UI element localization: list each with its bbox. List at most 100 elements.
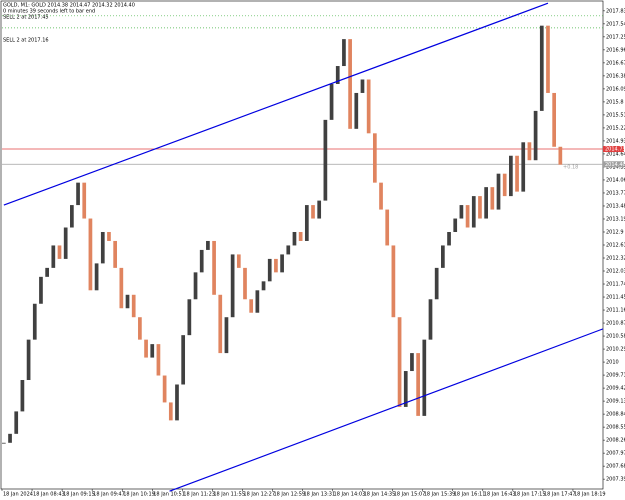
y-tick-label: 2017.54 bbox=[606, 21, 625, 27]
x-tick-label: 18 Jan 09:15 bbox=[63, 492, 95, 498]
y-tick-label: 2010.87 bbox=[606, 321, 625, 327]
candle-body bbox=[138, 317, 142, 340]
candle-body bbox=[422, 339, 427, 416]
y-tick-label: 2017.83 bbox=[606, 8, 625, 14]
candle-body bbox=[100, 231, 105, 264]
candle-body bbox=[385, 209, 390, 246]
candle-body bbox=[70, 205, 74, 228]
y-tick-label: 2012.32 bbox=[606, 256, 625, 262]
x-tick-label: 18 Jan 18:19 bbox=[574, 492, 606, 498]
y-tick-label: 2015.8 bbox=[606, 99, 624, 105]
candle-body bbox=[150, 344, 155, 358]
y-tick-label: 2008.26 bbox=[606, 438, 625, 444]
candle-body bbox=[360, 79, 365, 93]
y-tick-label: 2008.55 bbox=[606, 425, 625, 431]
x-tick-label: 18 Jan 11:55 bbox=[213, 492, 245, 498]
x-tick-label: 18 Jan 10:19 bbox=[123, 492, 155, 498]
y-tick-label: 2010.29 bbox=[606, 347, 625, 353]
candle-body bbox=[484, 187, 488, 219]
y-tick-label: 2009.71 bbox=[606, 373, 625, 379]
y-tick-label: 2010.58 bbox=[606, 334, 625, 340]
candle-body bbox=[533, 110, 538, 161]
y-tick-label: 2007.68 bbox=[606, 464, 625, 470]
candle-body bbox=[249, 299, 254, 313]
candle-body bbox=[471, 196, 476, 228]
subtitle: 0 minutes 39 seconds left to bar end bbox=[3, 9, 95, 15]
candle-body bbox=[76, 182, 80, 206]
y-tick-label: 2012.03 bbox=[606, 269, 625, 275]
candle-body bbox=[8, 433, 12, 443]
candle-body bbox=[193, 272, 198, 300]
candle-body bbox=[274, 258, 278, 273]
x-tick-label: 18 Jan 14:35 bbox=[364, 492, 396, 498]
candle-body bbox=[230, 254, 235, 318]
candle-body bbox=[94, 263, 99, 291]
candle-body bbox=[218, 294, 223, 354]
candle-body bbox=[82, 182, 87, 219]
x-tick-label: 18 Jan 11:23 bbox=[183, 492, 215, 498]
candle-body bbox=[156, 344, 161, 376]
candle-body bbox=[403, 371, 408, 407]
candle-body bbox=[206, 240, 210, 250]
x-tick-label: 18 Jan 12:59 bbox=[273, 492, 305, 498]
candle-body bbox=[131, 294, 136, 318]
candle-body bbox=[342, 39, 346, 67]
candle-body bbox=[558, 146, 563, 165]
candle-body bbox=[255, 290, 260, 313]
candle-body bbox=[51, 245, 56, 268]
y-tick-label: 2009.13 bbox=[606, 399, 625, 405]
y-tick-label: 2017.25 bbox=[606, 34, 625, 40]
x-tick-label: 18 Jan 17:15 bbox=[514, 492, 546, 498]
candle-body bbox=[391, 245, 396, 318]
y-tick-label: 2013.77 bbox=[606, 190, 625, 196]
candle-body bbox=[434, 267, 439, 300]
candle-body bbox=[527, 142, 532, 161]
candle-body bbox=[502, 173, 507, 197]
candle-body bbox=[552, 92, 557, 147]
trend-line bbox=[169, 328, 604, 492]
candle-body bbox=[125, 294, 130, 309]
x-tick-label: 18 Jan 10:51 bbox=[153, 492, 185, 498]
candle-body bbox=[162, 375, 167, 403]
y-tick-label: 2012.9 bbox=[606, 229, 624, 235]
x-tick-label: 18 Jan 15:39 bbox=[424, 492, 456, 498]
y-tick-label: 2011.45 bbox=[606, 295, 625, 301]
y-tick-label: 2016.67 bbox=[606, 60, 625, 66]
candle-body bbox=[465, 205, 470, 228]
candle-body bbox=[410, 353, 414, 372]
candle-body bbox=[515, 155, 519, 192]
candle-body bbox=[348, 39, 352, 129]
x-tick-label: 18 Jan 12:27 bbox=[243, 492, 275, 498]
candle-body bbox=[187, 299, 192, 336]
candle-body bbox=[490, 187, 495, 210]
level-label: 2014.40 bbox=[605, 162, 625, 168]
candle-body bbox=[144, 339, 148, 358]
level-tag bbox=[603, 146, 624, 153]
candle-body bbox=[323, 119, 328, 201]
candle-body bbox=[453, 218, 458, 232]
level-tag bbox=[603, 161, 624, 168]
candle-body bbox=[14, 411, 19, 434]
candle-body bbox=[447, 231, 451, 246]
x-tick-label: 18 Jan 14:03 bbox=[334, 492, 366, 498]
candle-body bbox=[509, 155, 513, 197]
x-tick-label: 18 Jan 08:43 bbox=[33, 492, 65, 498]
candle-body bbox=[32, 303, 37, 340]
candle-body bbox=[20, 380, 25, 412]
candle-body bbox=[168, 402, 173, 421]
y-tick-label: 2009.42 bbox=[606, 386, 625, 392]
y-tick-label: 2010 bbox=[606, 360, 619, 366]
trend-line bbox=[3, 2, 549, 206]
candle-body bbox=[379, 182, 383, 210]
candle-body bbox=[304, 205, 309, 241]
candle-body bbox=[539, 25, 544, 111]
y-tick-label: 2012.61 bbox=[606, 243, 625, 249]
candle-body bbox=[45, 267, 49, 277]
candle-body bbox=[113, 240, 118, 268]
candle-body bbox=[181, 335, 186, 385]
chart-title: GOLD, M1: GOLD 2014.38 2014.47 2014.32 2… bbox=[3, 3, 135, 9]
x-tick-label: 18 Jan 15:07 bbox=[394, 492, 426, 498]
candle-body bbox=[26, 339, 31, 381]
